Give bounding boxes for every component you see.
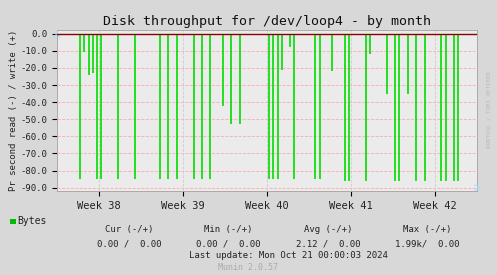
Text: Bytes: Bytes [17, 216, 47, 226]
Y-axis label: Pr second read (-) / write (+): Pr second read (-) / write (+) [9, 30, 18, 191]
Text: Avg (-/+): Avg (-/+) [304, 226, 352, 234]
Title: Disk throughput for /dev/loop4 - by month: Disk throughput for /dev/loop4 - by mont… [103, 15, 431, 28]
Text: 0.00 /  0.00: 0.00 / 0.00 [196, 239, 261, 248]
Text: RRDTOOL / TOBI OETIKER: RRDTOOL / TOBI OETIKER [486, 72, 491, 148]
Text: Min (-/+): Min (-/+) [204, 226, 253, 234]
Text: Last update: Mon Oct 21 00:00:03 2024: Last update: Mon Oct 21 00:00:03 2024 [189, 252, 388, 260]
Text: Cur (-/+): Cur (-/+) [105, 226, 154, 234]
Text: 2.12 /  0.00: 2.12 / 0.00 [296, 239, 360, 248]
Text: 0.00 /  0.00: 0.00 / 0.00 [97, 239, 162, 248]
Text: Munin 2.0.57: Munin 2.0.57 [219, 263, 278, 272]
Text: 1.99k/  0.00: 1.99k/ 0.00 [395, 239, 460, 248]
Text: Max (-/+): Max (-/+) [403, 226, 452, 234]
